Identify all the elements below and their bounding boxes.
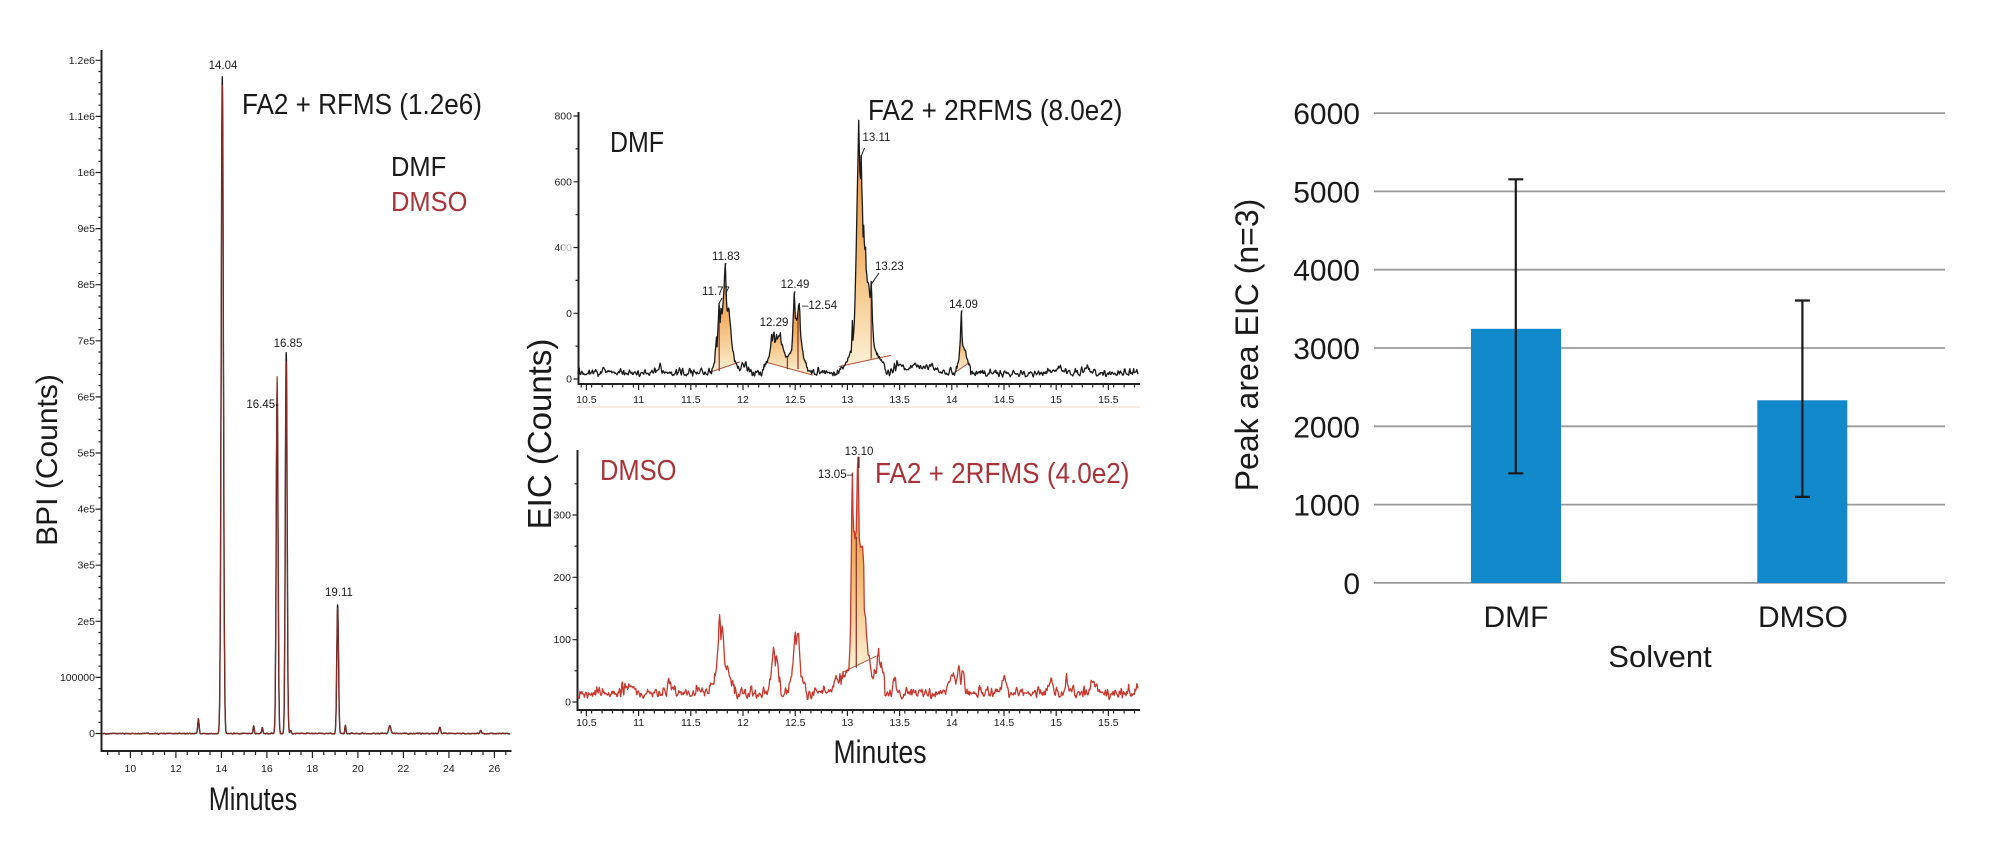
svg-text:–12.54: –12.54 xyxy=(802,300,838,312)
svg-text:800: 800 xyxy=(554,111,572,123)
svg-text:16: 16 xyxy=(261,763,273,775)
svg-text:20: 20 xyxy=(352,763,364,775)
svg-text:5000: 5000 xyxy=(1293,176,1360,209)
svg-text:12.5: 12.5 xyxy=(785,717,806,729)
svg-text:FA2 + RFMS (1.2e6): FA2 + RFMS (1.2e6) xyxy=(242,88,482,121)
svg-text:14.5: 14.5 xyxy=(994,717,1015,729)
svg-text:14: 14 xyxy=(946,394,958,406)
svg-text:0: 0 xyxy=(89,728,95,740)
svg-text:Minutes: Minutes xyxy=(209,782,298,818)
svg-text:13: 13 xyxy=(842,394,854,406)
svg-text:12: 12 xyxy=(170,763,182,775)
svg-text:Peak area EIC (n=3): Peak area EIC (n=3) xyxy=(1229,199,1265,492)
svg-text:11.5: 11.5 xyxy=(681,394,701,406)
svg-text:6000: 6000 xyxy=(1293,98,1360,131)
svg-text:1000: 1000 xyxy=(1293,490,1360,523)
svg-text:13.11: 13.11 xyxy=(863,132,891,144)
svg-text:DMF: DMF xyxy=(391,151,446,182)
svg-text:19.11: 19.11 xyxy=(325,587,353,599)
svg-text:14.5: 14.5 xyxy=(994,394,1015,406)
svg-text:3e5: 3e5 xyxy=(77,560,95,572)
svg-text:2000: 2000 xyxy=(1293,411,1360,444)
svg-text:4000: 4000 xyxy=(1293,255,1360,288)
svg-text:0: 0 xyxy=(565,697,571,709)
svg-text:15: 15 xyxy=(1050,394,1062,406)
svg-text:600: 600 xyxy=(554,176,572,188)
svg-text:300: 300 xyxy=(553,510,571,522)
svg-text:DMSO: DMSO xyxy=(600,453,677,486)
svg-text:12.5: 12.5 xyxy=(785,394,806,406)
svg-text:5e5: 5e5 xyxy=(77,448,95,460)
svg-text:24: 24 xyxy=(443,763,455,775)
svg-text:14: 14 xyxy=(946,717,958,729)
svg-text:14: 14 xyxy=(216,763,228,775)
svg-text:14.09: 14.09 xyxy=(949,299,978,311)
svg-text:1e6: 1e6 xyxy=(77,167,95,179)
svg-text:DMF: DMF xyxy=(610,126,664,158)
svg-text:BPI (Counts): BPI (Counts) xyxy=(31,374,64,546)
svg-text:11: 11 xyxy=(633,717,644,729)
svg-text:7e5: 7e5 xyxy=(77,335,95,347)
svg-text:FA2 + 2RFMS (4.0e2): FA2 + 2RFMS (4.0e2) xyxy=(875,457,1129,490)
svg-text:15.5: 15.5 xyxy=(1098,717,1119,729)
svg-text:18: 18 xyxy=(307,763,319,775)
svg-text:DMSO: DMSO xyxy=(391,186,467,217)
svg-text:Minutes: Minutes xyxy=(834,735,927,771)
svg-text:DMSO: DMSO xyxy=(1758,601,1848,634)
svg-text:13: 13 xyxy=(842,717,854,729)
svg-text:11: 11 xyxy=(633,394,644,406)
svg-text:10.5: 10.5 xyxy=(576,717,597,729)
svg-text:15.5: 15.5 xyxy=(1098,394,1119,406)
svg-text:EIC (Counts): EIC (Counts) xyxy=(521,339,558,530)
svg-text:0: 0 xyxy=(566,374,572,386)
svg-text:13.5: 13.5 xyxy=(889,394,910,406)
svg-text:12.49: 12.49 xyxy=(781,279,810,291)
svg-text:11.83: 11.83 xyxy=(712,251,740,263)
svg-text:3000: 3000 xyxy=(1293,333,1360,366)
svg-text:12: 12 xyxy=(737,394,749,406)
svg-text:8e5: 8e5 xyxy=(77,279,95,291)
svg-text:11.77: 11.77 xyxy=(702,286,730,298)
svg-text:0: 0 xyxy=(1343,568,1360,601)
svg-text:0: 0 xyxy=(566,308,572,320)
svg-text:15: 15 xyxy=(1050,717,1062,729)
svg-text:12.29: 12.29 xyxy=(760,317,789,329)
svg-text:26: 26 xyxy=(489,763,501,775)
svg-text:16.85: 16.85 xyxy=(274,338,303,350)
svg-text:13.23: 13.23 xyxy=(875,261,904,273)
svg-text:1.1e6: 1.1e6 xyxy=(69,111,95,123)
svg-text:DMF: DMF xyxy=(1484,601,1549,634)
svg-text:Solvent: Solvent xyxy=(1608,639,1712,674)
svg-text:13.10: 13.10 xyxy=(845,446,874,458)
svg-text:9e5: 9e5 xyxy=(77,223,95,235)
svg-text:10.5: 10.5 xyxy=(576,394,597,406)
svg-text:1.2e6: 1.2e6 xyxy=(69,55,95,67)
svg-text:16.45-: 16.45- xyxy=(246,399,279,411)
svg-text:200: 200 xyxy=(553,572,571,584)
svg-text:13.5: 13.5 xyxy=(889,717,910,729)
svg-text:12: 12 xyxy=(737,717,749,729)
svg-text:6e5: 6e5 xyxy=(77,391,95,403)
svg-text:100: 100 xyxy=(553,634,571,646)
svg-text:100000: 100000 xyxy=(60,672,95,684)
svg-text:FA2 + 2RFMS (8.0e2): FA2 + 2RFMS (8.0e2) xyxy=(868,94,1122,127)
svg-text:10: 10 xyxy=(125,763,137,775)
svg-text:4e5: 4e5 xyxy=(77,504,95,516)
svg-text:11.5: 11.5 xyxy=(681,717,701,729)
svg-text:2e5: 2e5 xyxy=(77,616,95,628)
svg-text:13.05–: 13.05– xyxy=(818,469,854,481)
svg-text:14.04: 14.04 xyxy=(209,60,238,72)
svg-text:22: 22 xyxy=(398,763,410,775)
